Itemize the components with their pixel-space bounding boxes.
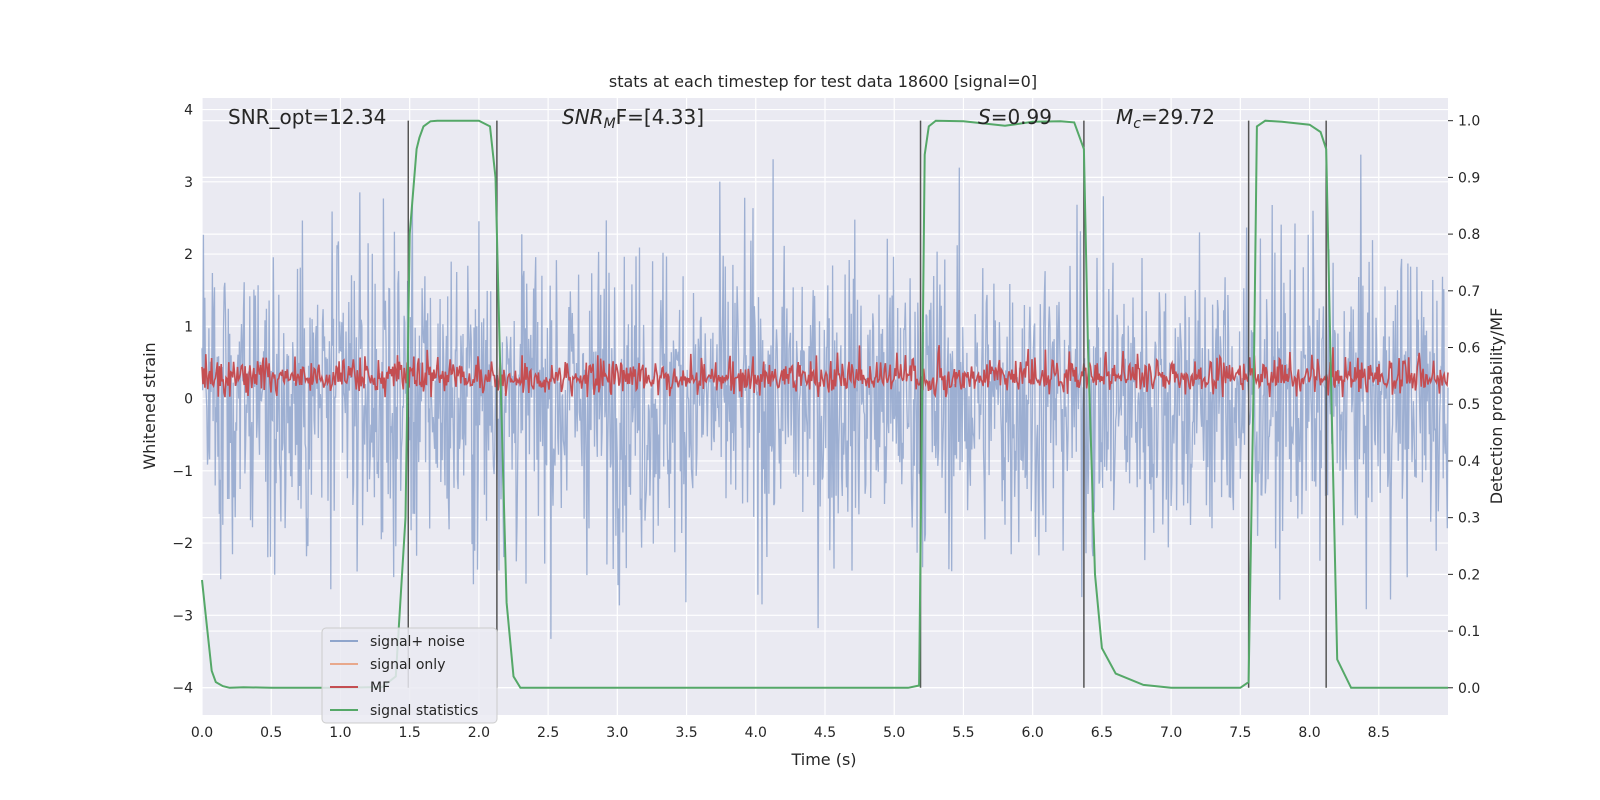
legend: signal+ noise signal only MF signal stat… — [321, 627, 498, 724]
y-right-tick-label: 0.0 — [1458, 681, 1480, 697]
y-right-tick-label: 0.5 — [1458, 397, 1480, 413]
annotation-mc-sub: c — [1133, 116, 1141, 132]
x-tick-label: 0.5 — [260, 725, 282, 741]
annotation-snr-mf: SNRMF=[4.33] — [562, 105, 704, 132]
annotation-s-var: S — [978, 105, 991, 129]
y-right-axis-ticks: 1.0 0.9 0.8 0.7 0.6 0.5 0.4 0.3 0.2 0.1 0.0 — [1448, 114, 1480, 697]
legend-label-signal-noise: signal+ noise — [370, 634, 465, 650]
y-left-tick-label: 3 — [184, 175, 193, 191]
x-tick-label: 3.5 — [675, 725, 697, 741]
y-left-tick-label: 0 — [184, 392, 193, 408]
y-right-tick-label: 0.7 — [1458, 284, 1480, 300]
x-tick-label: 1.5 — [399, 725, 421, 741]
series-signal-noise — [201, 154, 1449, 639]
x-tick-label: 8.5 — [1368, 725, 1390, 741]
legend-box — [321, 627, 498, 724]
x-tick-label: 4.5 — [814, 725, 836, 741]
x-tick-label: 8.0 — [1298, 725, 1320, 741]
chart-title: stats at each timestep for test data 186… — [609, 72, 1037, 91]
x-tick-label: 6.0 — [1022, 725, 1044, 741]
annotation-snr-mf-sub: M — [604, 116, 616, 132]
y-left-axis-label: Whitened strain — [140, 342, 159, 469]
y-left-tick-label: 4 — [184, 103, 193, 119]
legend-label-signal-statistics: signal statistics — [370, 703, 478, 719]
y-left-tick-label: −2 — [172, 536, 193, 552]
y-right-axis-label: Detection probability/MF — [1487, 308, 1506, 505]
x-tick-label: 5.0 — [883, 725, 905, 741]
x-tick-label: 4.0 — [745, 725, 767, 741]
x-tick-label: 5.5 — [952, 725, 974, 741]
y-right-tick-label: 0.2 — [1458, 567, 1480, 583]
x-tick-label: 7.5 — [1229, 725, 1251, 741]
y-right-tick-label: 1.0 — [1458, 114, 1480, 130]
y-left-tick-label: 2 — [184, 247, 193, 263]
x-tick-label: 2.0 — [468, 725, 490, 741]
y-right-tick-label: 0.6 — [1458, 341, 1480, 357]
annotation-s: S=0.99 — [978, 105, 1052, 129]
annotation-s-val: =0.99 — [991, 105, 1052, 129]
mf-trace — [201, 345, 1449, 399]
annotation-mc-var: M — [1116, 105, 1133, 129]
y-right-tick-label: 0.8 — [1458, 227, 1480, 243]
annotation-snr-mf-rest: F=[4.33] — [616, 105, 704, 129]
annotation-mc: Mc=29.72 — [1116, 105, 1215, 132]
y-right-tick-label: 0.4 — [1458, 454, 1480, 470]
x-tick-label: 2.5 — [537, 725, 559, 741]
x-tick-label: 1.0 — [329, 725, 351, 741]
y-left-tick-label: −3 — [172, 608, 193, 624]
y-right-tick-label: 0.3 — [1458, 511, 1480, 527]
annotation-snr-opt: SNR_opt=12.34 — [228, 105, 386, 129]
y-right-tick-label: 0.1 — [1458, 624, 1480, 640]
legend-label-mf: MF — [370, 680, 390, 696]
y-left-axis-ticks: 4 3 2 1 0 −1 −2 −3 −4 — [172, 103, 193, 697]
y-right-tick-label: 0.9 — [1458, 170, 1480, 186]
annotation-snr-mf-base: SNR — [562, 105, 604, 129]
y-left-tick-label: 1 — [184, 319, 193, 335]
x-axis-ticks: 0.0 0.5 1.0 1.5 2.0 2.5 3.0 3.5 4.0 4.5 5.0 5.5 6.0 6… — [191, 725, 1390, 741]
y-left-tick-label: −4 — [172, 681, 193, 697]
annotation-mc-val: =29.72 — [1141, 105, 1215, 129]
legend-label-signal-only: signal only — [370, 657, 445, 673]
x-tick-label: 6.5 — [1091, 725, 1113, 741]
series-mf — [201, 345, 1449, 399]
noise-trace — [201, 154, 1449, 639]
x-tick-label: 3.0 — [606, 725, 628, 741]
x-tick-label: 0.0 — [191, 725, 213, 741]
x-axis-label: Time (s) — [790, 750, 856, 769]
y-left-tick-label: −1 — [172, 464, 193, 480]
x-tick-label: 7.0 — [1160, 725, 1182, 741]
